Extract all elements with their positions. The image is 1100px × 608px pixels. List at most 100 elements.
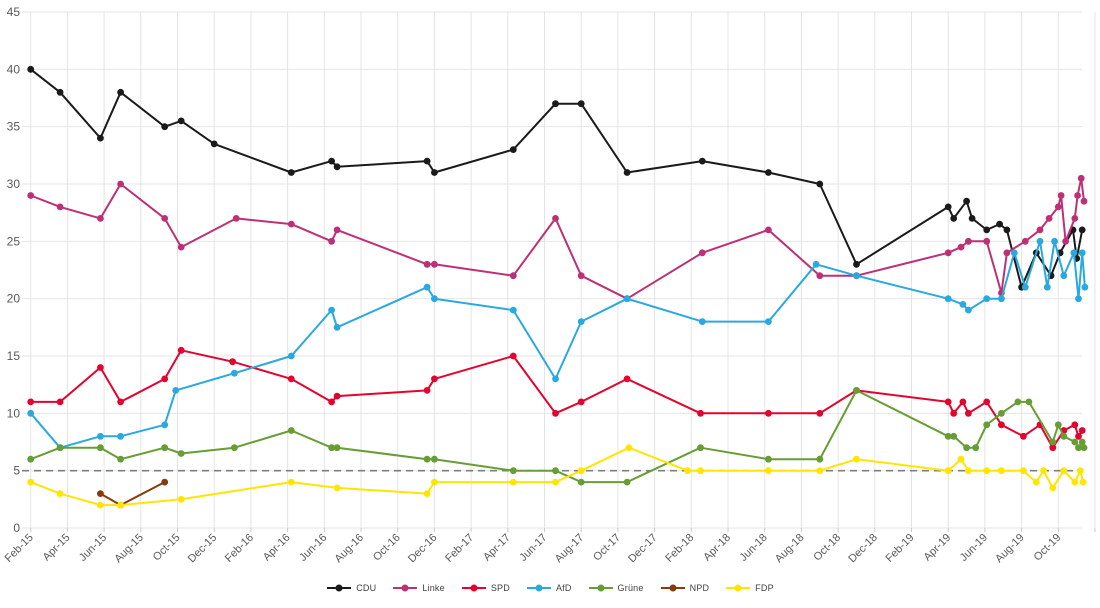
data-point-FDP — [1071, 478, 1079, 486]
data-point-SPD — [816, 409, 824, 417]
x-axis-label: Dec-16 — [406, 532, 440, 566]
data-point-SPD — [950, 409, 958, 417]
data-point-FDP — [697, 467, 704, 475]
data-point-CDU — [765, 169, 772, 176]
legend-item-Grüne[interactable]: Grüne — [588, 583, 644, 593]
x-axis-label: Dec-18 — [846, 532, 880, 566]
data-point-FDP — [287, 478, 295, 486]
data-point-AfD — [853, 272, 860, 280]
data-point-Grüne — [1060, 432, 1068, 440]
data-point-FDP — [1032, 478, 1040, 486]
x-axis-label: Oct-19 — [1032, 532, 1064, 564]
y-axis-label: 25 — [7, 234, 21, 248]
data-point-Grüne — [950, 432, 958, 440]
data-point-Linke — [983, 237, 991, 245]
data-point-FDP — [1040, 467, 1047, 475]
data-point-CDU — [968, 215, 976, 222]
series-line-Linke — [29, 177, 1085, 300]
data-point-Grüne — [333, 444, 341, 452]
data-point-Grüne — [1071, 438, 1079, 446]
y-axis-label: 0 — [13, 521, 20, 535]
legend-item-SPD[interactable]: SPD — [461, 583, 510, 593]
data-point-Linke — [56, 203, 64, 211]
data-point-FDP — [431, 478, 438, 486]
x-axis-label: Aug-18 — [773, 532, 807, 566]
x-axis-label: Jun-16 — [297, 532, 329, 564]
data-point-SPD — [56, 398, 64, 406]
data-point-FDP — [983, 467, 991, 475]
data-point-CDU — [698, 157, 706, 165]
data-point-AfD — [552, 375, 559, 383]
data-point-Grüne — [1075, 444, 1082, 452]
data-point-SPD — [983, 398, 991, 406]
data-point-FDP — [1079, 478, 1087, 486]
data-point-AfD — [1051, 237, 1058, 245]
data-point-FDP — [853, 455, 860, 463]
data-point-AfD — [1010, 249, 1018, 257]
legend-item-Linke[interactable]: Linke — [392, 583, 445, 593]
data-point-SPD — [177, 346, 185, 354]
data-point-SPD — [577, 398, 585, 406]
data-point-Grüne — [944, 432, 952, 440]
x-axis-label: Feb-15 — [3, 532, 36, 565]
data-point-Grüne — [577, 478, 585, 486]
data-point-Grüne — [56, 444, 64, 452]
data-point-SPD — [328, 398, 335, 406]
y-axis-label: 10 — [7, 406, 21, 420]
y-axis-label: 15 — [7, 349, 21, 363]
legend-label: FDP — [755, 583, 774, 593]
x-axis-label: Oct-18 — [811, 532, 843, 564]
data-point-AfD — [97, 432, 104, 440]
data-point-CDU — [431, 169, 438, 176]
data-point-NPD — [97, 490, 104, 497]
data-point-FDP — [1060, 467, 1068, 475]
legend-item-FDP[interactable]: FDP — [725, 583, 774, 593]
x-axis-label: Apr-18 — [701, 532, 733, 564]
data-point-Grüne — [1078, 438, 1086, 446]
data-point-Linke — [1074, 192, 1081, 199]
data-point-Grüne — [1025, 398, 1033, 406]
data-point-Linke — [698, 249, 706, 257]
data-point-Linke — [1036, 226, 1044, 234]
x-axis-label: Feb-17 — [443, 532, 476, 565]
x-axis-label: Jun-18 — [738, 532, 770, 564]
legend-dot-Grüne — [597, 584, 605, 592]
data-point-Grüne — [1014, 398, 1022, 406]
data-point-SPD — [1071, 421, 1079, 429]
data-point-AfD — [1060, 272, 1068, 280]
data-point-Grüne — [623, 478, 631, 486]
data-point-CDU — [161, 123, 169, 131]
data-point-FDP — [816, 467, 824, 475]
x-axis-label: Apr-15 — [41, 532, 73, 564]
data-point-CDU — [333, 163, 341, 171]
legend-marker-AfD — [526, 584, 551, 592]
data-point-SPD — [431, 375, 438, 383]
data-point-SPD — [623, 375, 631, 383]
data-point-AfD — [117, 432, 124, 440]
legend-item-CDU[interactable]: CDU — [326, 583, 376, 593]
legend-label: CDU — [356, 583, 377, 593]
data-point-FDP — [965, 467, 972, 475]
data-point-Grüne — [161, 444, 169, 452]
data-point-SPD — [1020, 432, 1027, 440]
data-point-Linke — [509, 272, 517, 280]
data-point-SPD — [944, 398, 952, 406]
x-axis-label: Apr-17 — [481, 532, 513, 564]
data-point-AfD — [698, 318, 706, 325]
y-axis-label: 5 — [13, 464, 20, 478]
legend-item-AfD[interactable]: AfD — [526, 583, 572, 593]
data-point-AfD — [623, 295, 631, 303]
legend-item-NPD[interactable]: NPD — [660, 583, 710, 593]
data-point-CDU — [287, 169, 295, 176]
x-axis-label: Dec-17 — [626, 532, 660, 566]
series-line-CDU — [29, 68, 1084, 289]
legend-marker-SPD — [461, 584, 486, 592]
x-axis-label: Oct-16 — [371, 532, 403, 564]
data-point-Linke — [1057, 192, 1065, 199]
data-point-SPD — [509, 352, 517, 360]
data-point-SPD — [998, 421, 1005, 429]
legend-label: AfD — [555, 583, 572, 593]
data-point-SPD — [287, 375, 295, 383]
data-point-AfD — [172, 387, 180, 394]
